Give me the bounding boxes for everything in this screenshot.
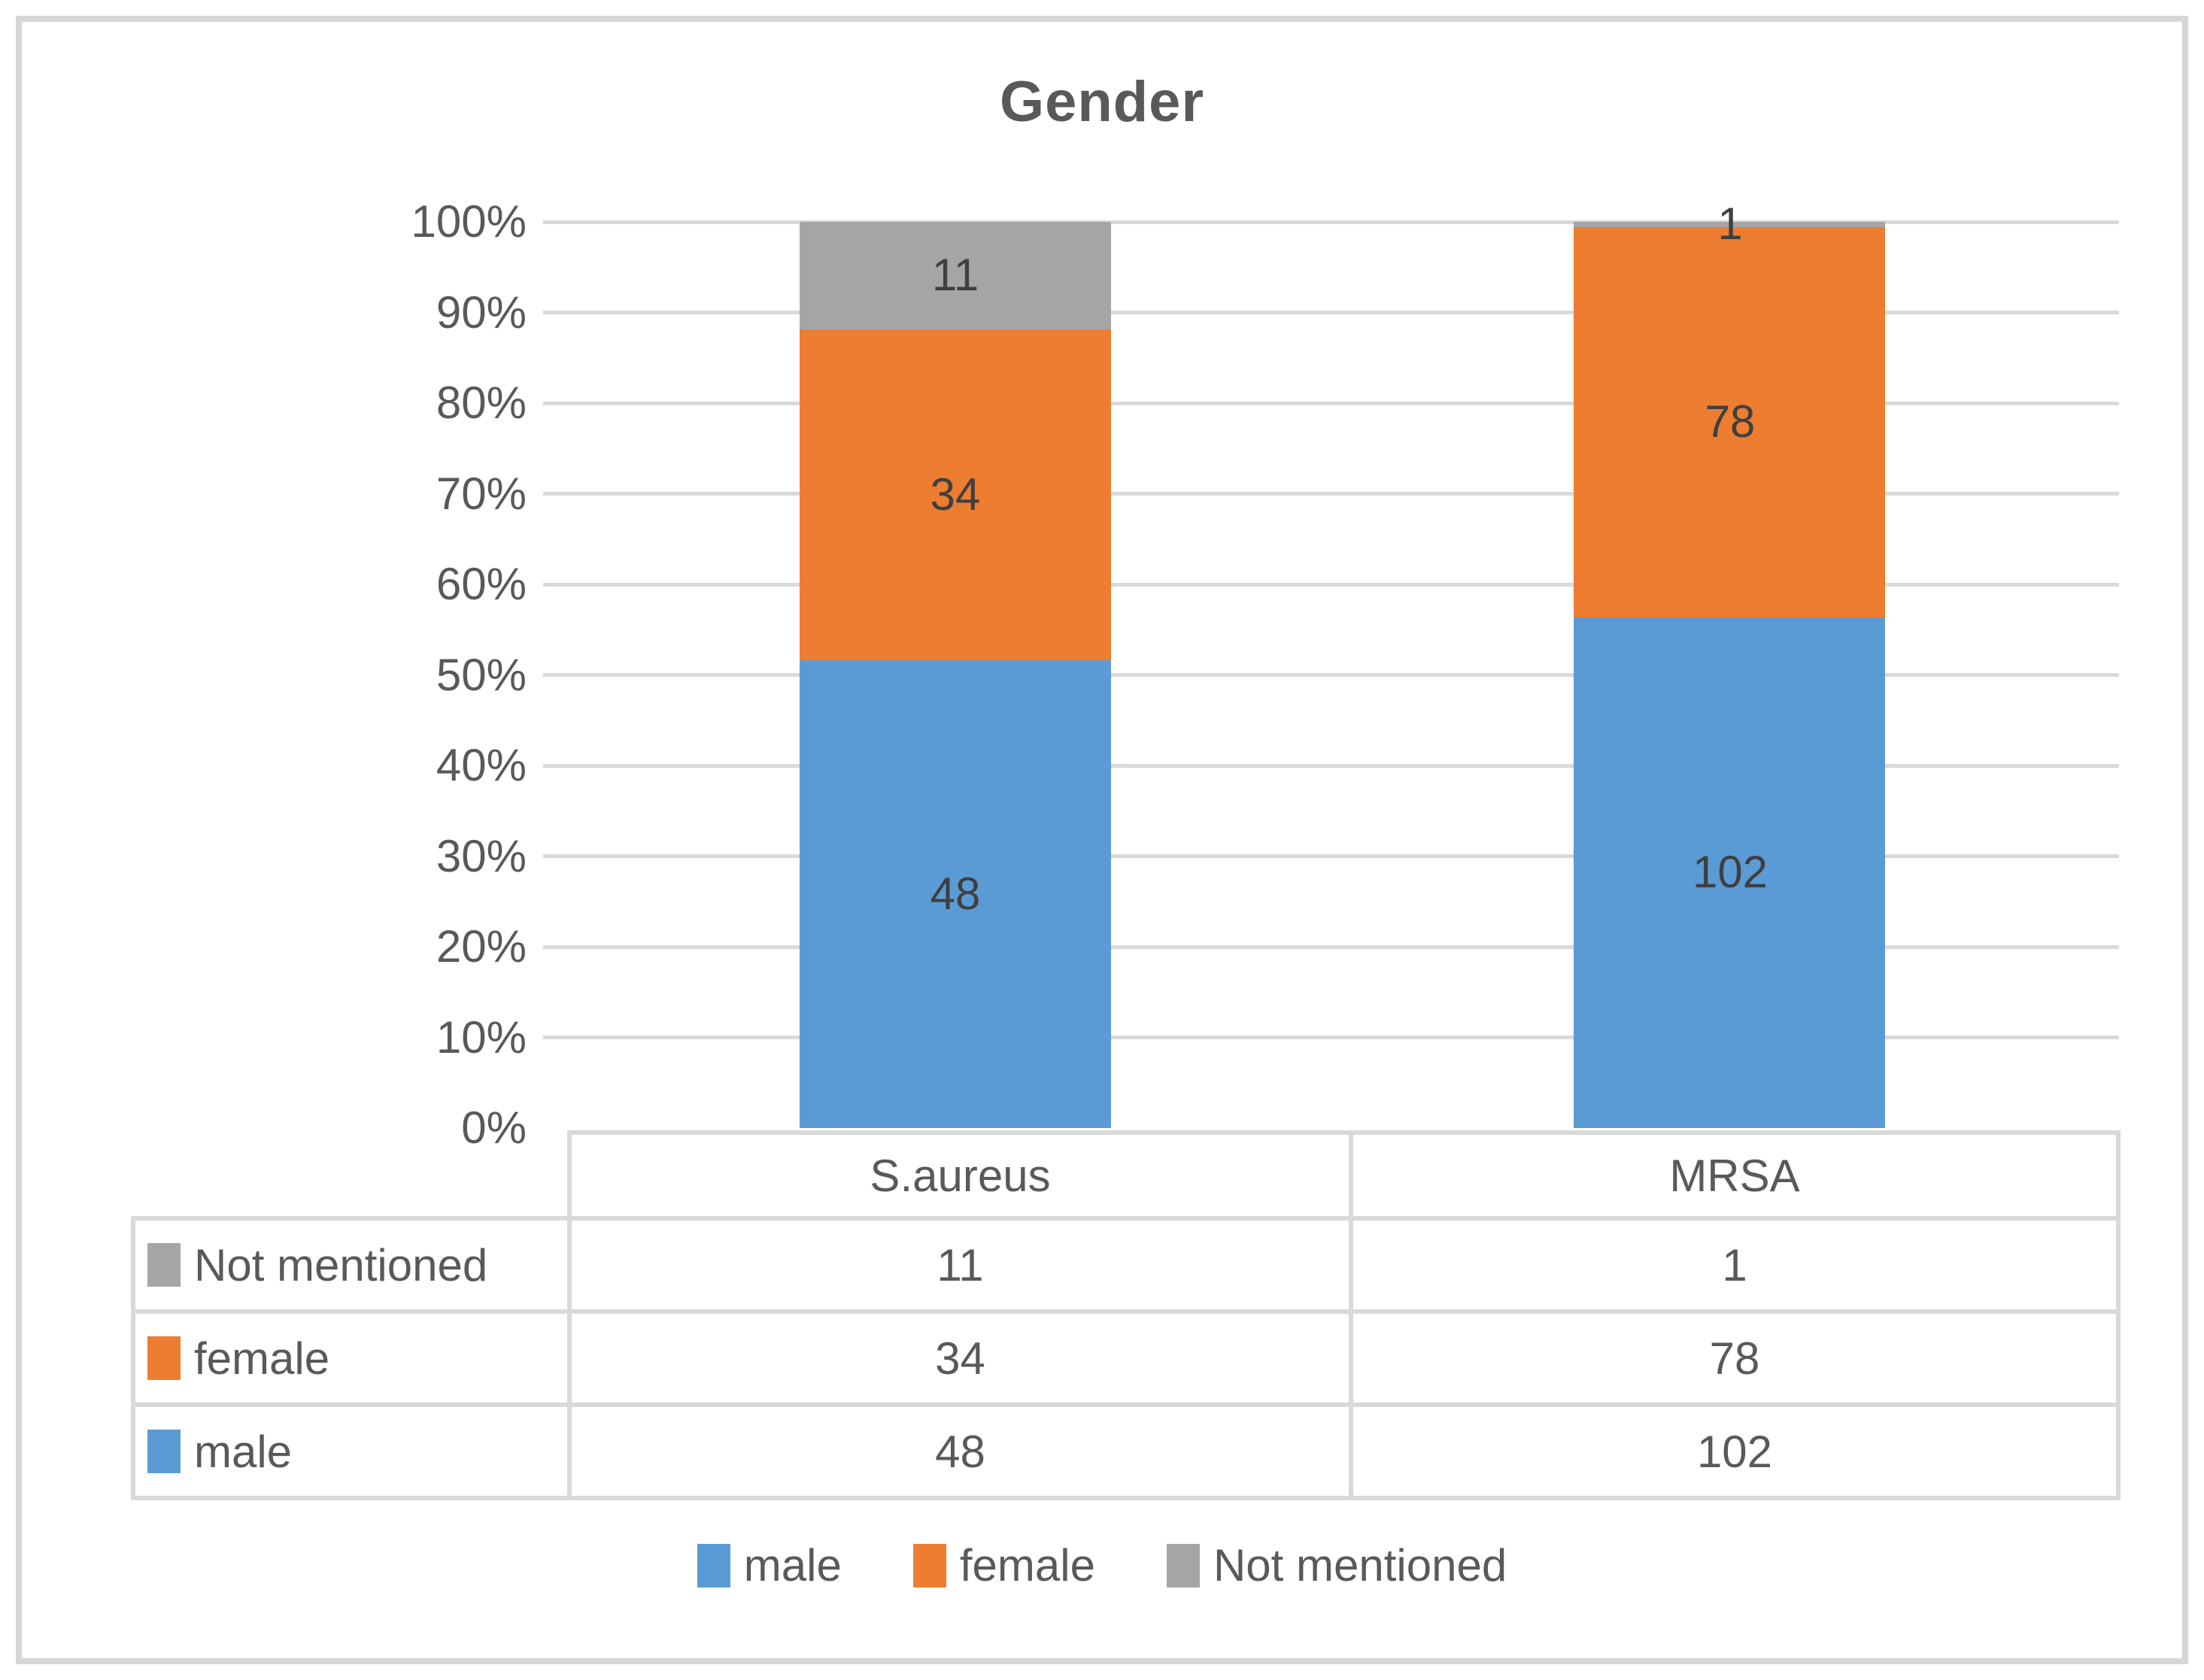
table-row-label: female [194,1333,330,1384]
segment-male-s-aureus [800,660,1111,1128]
chart-outer-border [16,16,2188,1664]
y-axis-tick-label: 10% [436,1011,527,1063]
legend-key-female-icon [912,1544,946,1588]
y-axis-tick-label: 50% [436,649,527,700]
legend-label-female: female [959,1540,1095,1591]
table-value-not-mentioned-s-aureus: 11 [567,1216,1353,1314]
table-header-mrsa: MRSA [1349,1130,2121,1221]
table-key-not-mentioned-icon [147,1243,181,1287]
data-table: S.aureus MRSA Not mentioned 11 1 femal [131,1130,2121,1500]
y-axis-tick-label: 30% [436,830,527,881]
gridline-40 [543,763,2119,768]
table-corner-spacer [133,1133,569,1218]
legend-item-male: male [697,1543,842,1588]
gridline-80 [543,401,2119,405]
gridline-90 [543,311,2119,314]
table-value-not-mentioned-mrsa: 1 [1349,1216,2121,1314]
table-row-not-mentioned: Not mentioned 11 1 [131,1216,2121,1314]
segment-female-s-aureus [800,329,1111,661]
chart-legend: male female Not mentioned [0,1543,2204,1588]
data-label-male-mrsa: 102 [1692,847,1768,898]
y-axis-tick-label: 70% [436,468,527,519]
chart-title: Gender [999,70,1205,134]
data-label-not-mentioned-mrsa: 1 [1717,199,1743,250]
data-label-female-s-aureus: 34 [930,469,981,520]
y-axis-tick-label: 0% [461,1102,527,1153]
legend-item-not-mentioned: Not mentioned [1166,1540,1507,1591]
gridline-60 [543,582,2119,587]
table-header-row: S.aureus MRSA [133,1130,2121,1221]
data-label-male-s-aureus: 48 [930,869,981,920]
bar-mrsa [1574,222,1885,1128]
table-key-female-icon [147,1336,181,1380]
data-label-female-mrsa: 78 [1705,396,1756,447]
gridline-70 [543,492,2119,496]
legend-key-not-mentioned-icon [1166,1544,1200,1588]
table-header-s-aureus: S.aureus [567,1130,1353,1221]
legend-label-not-mentioned: Not mentioned [1213,1540,1507,1591]
table-value-male-s-aureus: 48 [567,1403,1353,1500]
segment-female-mrsa [1574,226,1885,617]
gridline-50 [543,673,2119,677]
legend-key-male-icon [697,1544,730,1588]
table-row-female: female 34 78 [131,1309,2121,1407]
table-row-label: male [194,1426,293,1477]
y-axis-tick-label: 80% [436,378,527,428]
table-row-male: male 48 102 [131,1403,2121,1500]
gridline-20 [543,945,2119,949]
legend-item-female: female [912,1540,1095,1591]
legend-label-male: male [743,1540,842,1591]
table-row-label: Not mentioned [194,1239,488,1290]
y-axis-tick-label: 40% [436,740,527,790]
y-axis-tick-label: 60% [436,559,527,609]
table-value-female-s-aureus: 34 [567,1309,1353,1407]
gridline-100 [543,220,2119,224]
segment-not-mentioned-s-aureus [800,222,1111,329]
table-key-male-icon [147,1430,181,1473]
bar-s-aureus [800,222,1111,1128]
table-value-male-mrsa: 102 [1349,1403,2121,1500]
y-axis-tick-label: 100% [411,196,527,247]
y-axis-tick-label: 90% [436,287,527,338]
y-axis-tick-label: 20% [436,921,527,972]
table-value-female-mrsa: 78 [1349,1309,2121,1407]
segment-not-mentioned-mrsa [1574,222,1885,227]
data-label-not-mentioned-s-aureus: 11 [931,250,979,301]
segment-male-mrsa [1574,617,1885,1128]
gridline-10 [543,1036,2119,1039]
gridline-30 [543,854,2119,858]
